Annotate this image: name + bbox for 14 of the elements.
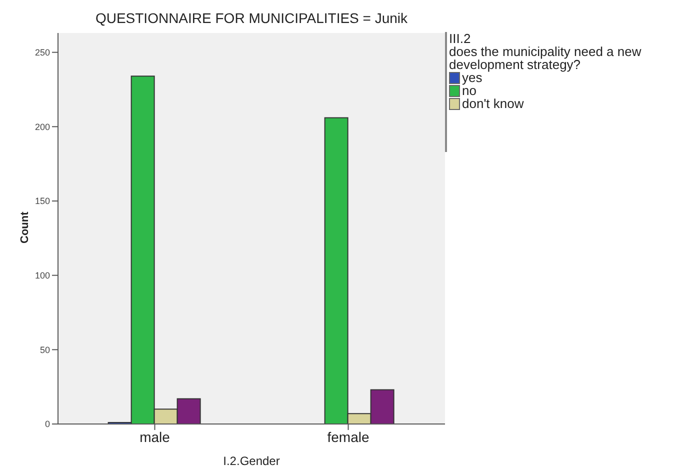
legend-label: yes	[462, 70, 482, 85]
y-axis-title: Count	[18, 211, 31, 244]
y-tick-label: 100	[34, 270, 50, 281]
x-tick-label: female	[327, 428, 370, 445]
y-tick-label: 50	[40, 344, 50, 355]
y-tick-label: 150	[34, 196, 50, 206]
y-tick-label: 0	[44, 419, 50, 430]
legend-label: don't know	[462, 96, 524, 111]
x-tick-label: male	[140, 428, 170, 445]
y-tick-label: 250	[34, 48, 50, 58]
chart-title: QUESTIONNAIRE FOR MUNICIPALITIES = Junik	[94, 10, 409, 26]
x-axis-title: I.2.Gender	[223, 454, 280, 467]
legend-title: III.2 does the municipality need a new development strategy?	[449, 31, 642, 72]
y-tick-label: 200	[34, 122, 50, 132]
